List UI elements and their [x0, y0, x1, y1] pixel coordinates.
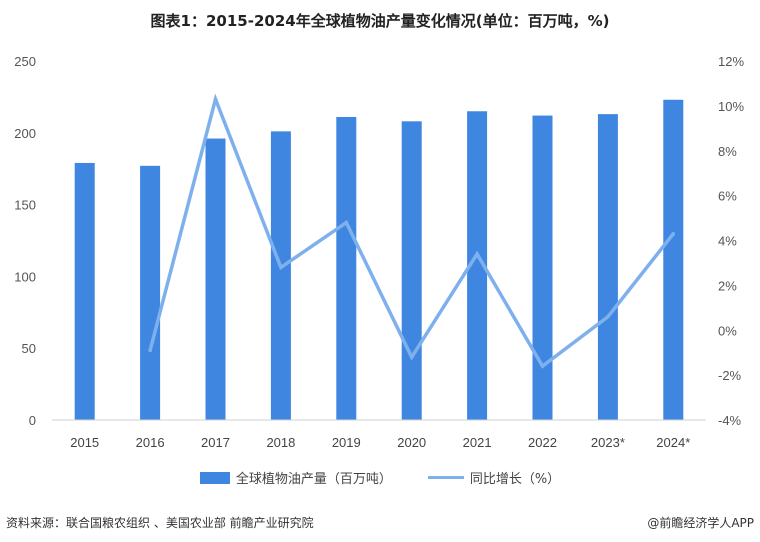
x-tick-label: 2016 — [136, 435, 165, 450]
legend-item-production: 全球植物油产量（百万吨） — [199, 468, 392, 487]
y-left-tick-label: 100 — [14, 269, 36, 284]
legend-swatch-bar — [199, 471, 230, 484]
bar-series — [74, 99, 684, 421]
bar — [597, 114, 618, 420]
bar — [663, 99, 684, 420]
growth-point — [540, 364, 545, 368]
y-right-tick-label: 4% — [718, 234, 737, 249]
y-left-tick-label: 0 — [29, 413, 36, 428]
growth-point — [475, 252, 479, 256]
x-tick-label: 2019 — [332, 435, 361, 450]
y-right-tick-label: 6% — [718, 189, 737, 204]
bar — [336, 117, 357, 420]
legend-swatch-line — [427, 476, 464, 479]
bar — [532, 115, 553, 421]
x-tick-label: 2024* — [656, 435, 690, 450]
bar — [401, 121, 422, 420]
line-series — [148, 93, 676, 369]
bar — [467, 111, 488, 420]
axes: 0 50 100 150 200 250 -4% -2% 0% 2% 4% 6% 8% 10% 12% 201… — [14, 54, 744, 450]
bar — [74, 162, 95, 420]
y-right-tick-label: 8% — [718, 144, 737, 159]
legend-item-growth: 同比增长（%） — [427, 468, 561, 487]
bar — [205, 138, 226, 420]
growth-point — [213, 97, 218, 101]
y-right-tick-label: 10% — [718, 99, 744, 114]
legend-label-production: 全球植物油产量（百万吨） — [235, 472, 392, 487]
x-tick-label: 2023* — [591, 435, 625, 450]
y-left-tick-label: 200 — [14, 126, 36, 141]
y-right-tick-label: 12% — [718, 54, 744, 69]
growth-point — [344, 220, 349, 225]
legend-label-growth: 同比增长（%） — [469, 472, 561, 487]
y-right-tick-label: -4% — [718, 413, 742, 428]
y-right-tick-label: 0% — [718, 323, 737, 338]
growth-point — [409, 355, 414, 359]
growth-point — [671, 231, 676, 236]
x-tick-label: 2017 — [201, 435, 230, 450]
x-tick-label: 2021 — [463, 435, 492, 450]
x-tick-label: 2022 — [528, 435, 557, 450]
y-left-tick-label: 150 — [14, 198, 36, 213]
bar — [140, 165, 161, 420]
x-tick-label: 2020 — [397, 435, 426, 450]
y-left-tick-label: 250 — [14, 54, 36, 69]
y-right-tick-label: -2% — [718, 368, 742, 383]
growth-point — [606, 314, 610, 319]
y-right-tick-label: 2% — [718, 278, 737, 293]
legend: 全球植物油产量（百万吨） 同比增长（%） — [0, 468, 760, 487]
source-note: 资料来源：联合国粮农组织 、美国农业部 前瞻产业研究院 — [6, 516, 314, 530]
x-tick-label: 2018 — [266, 435, 295, 450]
growth-point — [279, 265, 283, 270]
x-tick-label: 2015 — [70, 435, 99, 450]
chart-title: 图表1：2015-2024年全球植物油产量变化情况(单位：百万吨，%) — [150, 12, 610, 30]
brand-credit: @前瞻经济学人APP — [647, 516, 754, 530]
growth-point — [148, 348, 152, 353]
y-left-tick-label: 50 — [22, 341, 36, 356]
bar — [270, 131, 291, 420]
